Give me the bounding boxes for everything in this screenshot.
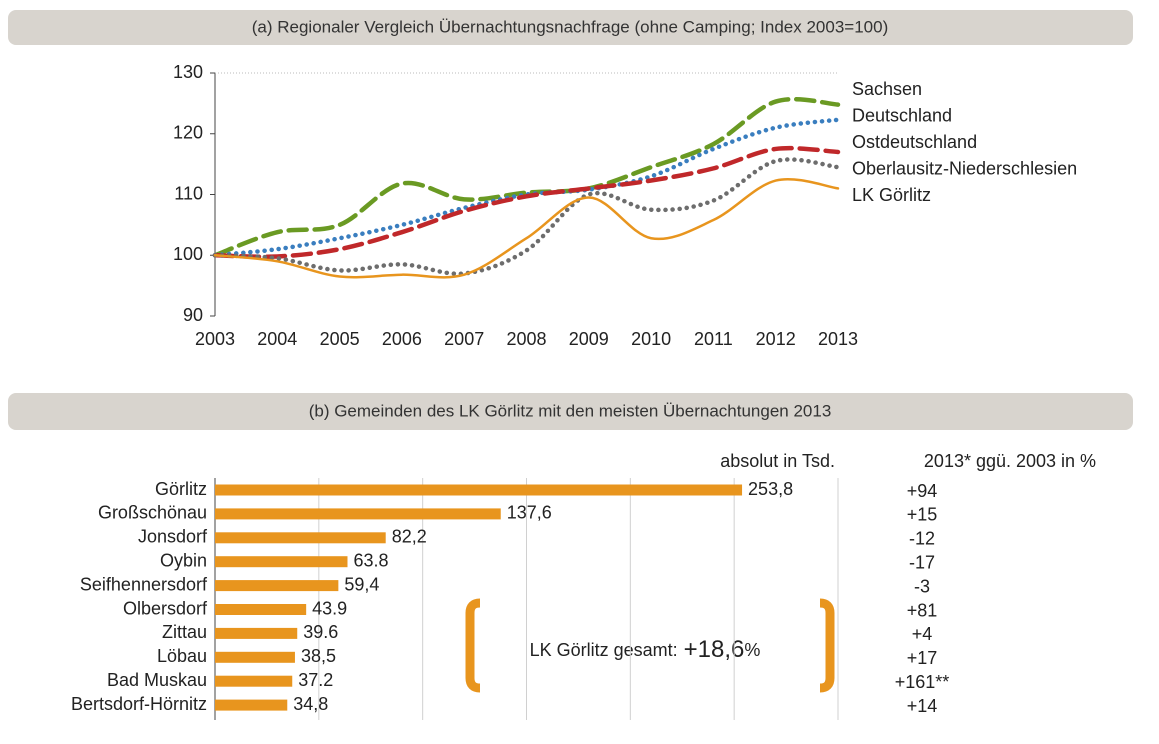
y-tick-label: 90: [183, 305, 203, 325]
category-label: Oybin: [160, 550, 207, 570]
value-label: 34,8: [293, 694, 328, 714]
change-label: +161**: [895, 672, 950, 692]
series-line: [213, 177, 840, 279]
category-label: Bertsdorf-Hörnitz: [71, 694, 207, 714]
category-label: Löbau: [157, 646, 207, 666]
value-label: 59,4: [344, 574, 379, 594]
series-line: [212, 117, 841, 258]
bar: [215, 580, 339, 592]
legend-label: Oberlausitz-Niederschlesien: [852, 158, 1077, 178]
chart-title: (b) Gemeinden des LK Görlitz mit den mei…: [309, 401, 832, 420]
legend-label: Deutschland: [852, 105, 952, 125]
x-tick-label: 2009: [569, 329, 609, 349]
x-tick-label: 2007: [444, 329, 484, 349]
x-tick-label: 2010: [631, 329, 671, 349]
x-tick-label: 2011: [694, 329, 733, 349]
category-label: Jonsdorf: [138, 527, 208, 547]
y-tick-label: 110: [174, 183, 203, 203]
series-line: [212, 145, 841, 259]
x-tick-label: 2003: [195, 329, 235, 349]
total-unit: %: [744, 640, 760, 660]
value-label: 39.6: [303, 622, 338, 642]
column-header: 2013* ggü. 2003 in %: [924, 451, 1096, 471]
bar: [215, 484, 743, 496]
x-tick-label: 2013: [818, 329, 858, 349]
category-label: Großschönau: [98, 503, 207, 523]
bar: [215, 699, 288, 711]
value-label: 82,2: [392, 527, 427, 547]
bar: [215, 627, 298, 639]
change-label: -12: [909, 529, 935, 549]
x-tick-label: 2005: [320, 329, 360, 349]
value-label: 63.8: [353, 550, 388, 570]
x-tick-label: 2006: [382, 329, 422, 349]
y-tick-label: 130: [173, 62, 203, 82]
value-label: 43.9: [312, 598, 347, 618]
x-tick-label: 2012: [756, 329, 796, 349]
header-bar: [8, 393, 1133, 430]
bar: [215, 651, 295, 663]
legend-label: Sachsen: [852, 79, 922, 99]
header-bar: [8, 10, 1133, 45]
total-label: LK Görlitz gesamt:: [530, 640, 678, 660]
bar: [215, 556, 348, 568]
change-label: +81: [907, 600, 938, 620]
y-tick-label: 120: [173, 123, 203, 143]
bar: [215, 675, 293, 687]
category-label: Bad Muskau: [107, 670, 207, 690]
change-label: +4: [912, 624, 933, 644]
bracket: [465, 598, 481, 693]
category-label: Olbersdorf: [123, 598, 208, 618]
x-tick-label: 2004: [257, 329, 297, 349]
change-label: +15: [907, 505, 938, 525]
category-label: Görlitz: [155, 479, 207, 499]
category-label: Zittau: [162, 622, 207, 642]
change-label: +14: [907, 696, 938, 716]
change-label: +17: [907, 648, 938, 668]
column-header: absolut in Tsd.: [720, 451, 835, 471]
change-label: -17: [909, 552, 935, 572]
chart-title: (a) Regionaler Vergleich Übernachtungsna…: [252, 17, 889, 36]
value-label: 38,5: [301, 646, 336, 666]
bar: [215, 604, 307, 615]
value-label: 37.2: [298, 670, 333, 690]
bar: [215, 532, 386, 544]
value-label: 137,6: [507, 503, 552, 523]
change-label: +94: [907, 481, 938, 501]
bar: [215, 508, 501, 520]
x-tick-label: 2008: [506, 329, 546, 349]
legend-label: Ostdeutschland: [852, 132, 977, 152]
series-line: [212, 157, 841, 277]
series-line: [212, 96, 841, 258]
category-label: Seifhennersdorf: [80, 574, 208, 594]
bracket: [819, 598, 835, 693]
change-label: -3: [914, 576, 930, 596]
total-value: +18,6: [684, 636, 745, 663]
legend-label: LK Görlitz: [852, 185, 931, 205]
total-annotation: LK Görlitz gesamt: +18,6%: [530, 636, 761, 663]
value-label: 253,8: [748, 479, 793, 499]
y-tick-label: 100: [173, 244, 203, 264]
